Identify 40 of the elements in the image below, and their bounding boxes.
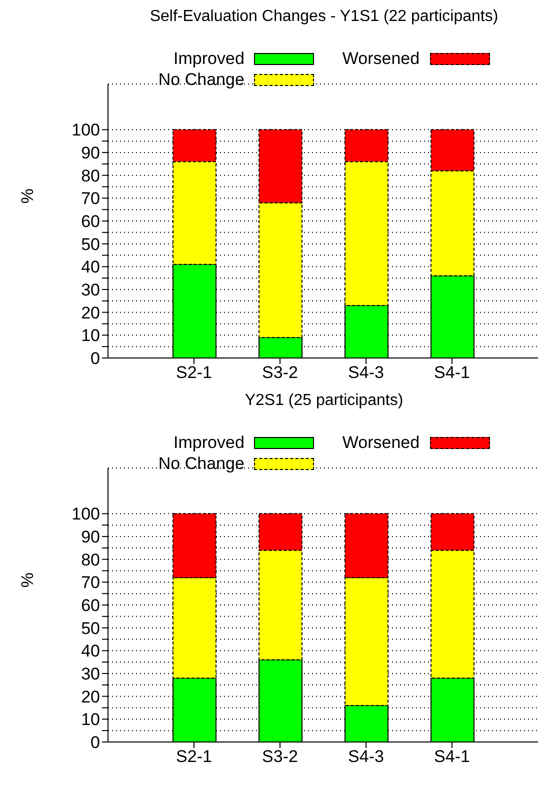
y-tick-label: 70 xyxy=(81,189,100,208)
x-tick-label: S4-3 xyxy=(348,363,384,382)
y-tick-label: 100 xyxy=(72,504,100,524)
y-tick-label: 60 xyxy=(81,596,100,616)
y-tick-label: 20 xyxy=(81,687,100,706)
chart-title: Y2S1 (25 participants) xyxy=(244,392,404,411)
x-tick-label: S4-3 xyxy=(348,747,384,766)
x-tick-label: S4-1 xyxy=(434,363,470,382)
y-tick-label: 80 xyxy=(81,166,100,186)
y-tick-label: 50 xyxy=(81,618,100,638)
legend-label: Worsened xyxy=(342,48,420,69)
y-tick-label: 80 xyxy=(81,550,100,570)
x-tick-label: S2-1 xyxy=(176,747,212,766)
legend-label: No Change xyxy=(158,69,244,90)
y-tick-label: 60 xyxy=(81,212,100,232)
y-axis-title: % xyxy=(18,187,38,206)
y-tick-label: 10 xyxy=(81,710,100,730)
y-axis-title: % xyxy=(18,571,38,590)
y-tick-label: 20 xyxy=(81,303,100,322)
y-tick-label: 30 xyxy=(81,664,100,684)
y-tick-label: 90 xyxy=(81,144,100,163)
legend-label: Improved xyxy=(172,432,244,453)
x-tick-label: S3-2 xyxy=(262,363,298,382)
y-tick-label: 40 xyxy=(81,258,100,277)
x-tick-label: S3-2 xyxy=(262,747,298,766)
legend-label: Improved xyxy=(172,48,244,69)
y-tick-label: 10 xyxy=(81,326,100,346)
y-tick-label: 50 xyxy=(81,234,100,254)
y-tick-label: 100 xyxy=(72,120,100,140)
x-tick-label: S2-1 xyxy=(176,363,212,382)
chart-title: Self-Evaluation Changes - Y1S1 (22 participants) xyxy=(148,8,500,27)
legend-label: No Change xyxy=(158,453,244,474)
y-tick-label: 70 xyxy=(81,573,100,592)
y-tick-label: 0 xyxy=(90,349,100,368)
x-tick-label: S4-1 xyxy=(434,747,470,766)
y-tick-label: 40 xyxy=(81,642,100,661)
y-tick-label: 0 xyxy=(90,733,100,752)
y-tick-label: 90 xyxy=(81,528,100,547)
y-tick-label: 30 xyxy=(81,280,100,300)
legend-label: Worsened xyxy=(342,432,420,453)
